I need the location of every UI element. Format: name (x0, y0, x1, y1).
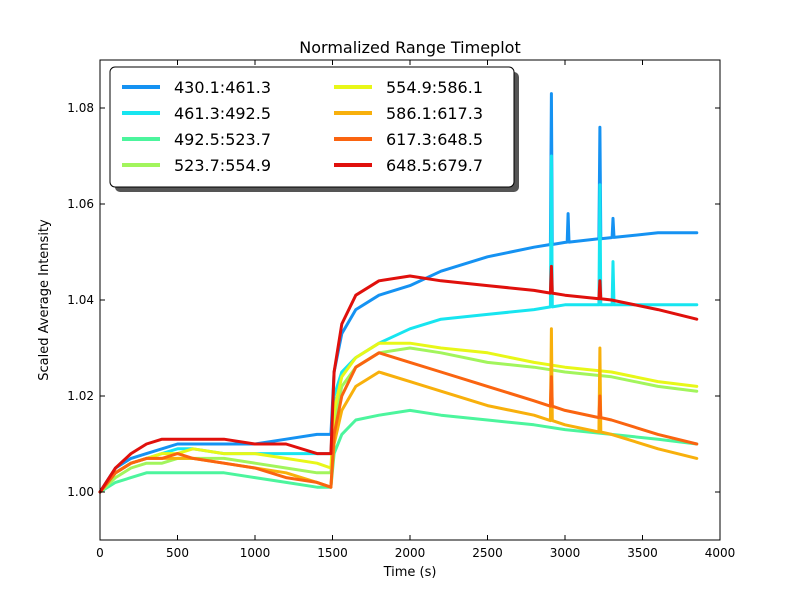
x-axis-label: Time (s) (383, 565, 437, 580)
legend-label: 648.5:679.7 (386, 156, 483, 175)
chart-title: Normalized Range Timeplot (299, 38, 520, 57)
legend-label: 430.1:461.3 (174, 78, 271, 97)
legend-box (109, 66, 515, 188)
legend-items: 430.1:461.3 461.3:492.5 492.5:523.7 523.7:5… (122, 78, 483, 175)
y-axis-label: Scaled Average Intensity (37, 219, 52, 381)
x-tick-label: 1000 (240, 546, 271, 560)
legend-label: 554.9:586.1 (386, 78, 483, 97)
x-tick-label: 0 (96, 546, 104, 560)
series-line-2 (98, 154, 699, 494)
y-tick-label: 1.08 (67, 101, 94, 115)
legend-label: 523.7:554.9 (174, 156, 271, 175)
y-tick-label: 1.02 (67, 389, 94, 403)
legend-label: 617.3:648.5 (386, 130, 483, 149)
y-tick-label: 1.06 (67, 197, 94, 211)
x-tick-label: 4000 (705, 546, 736, 560)
x-tick-label: 2500 (472, 546, 503, 560)
legend-label: 461.3:492.5 (174, 104, 271, 123)
legend-label: 586.1:617.3 (386, 104, 483, 123)
series-line-1 (98, 92, 699, 494)
x-tick-label: 1500 (317, 546, 348, 560)
x-tick-label: 2000 (395, 546, 426, 560)
legend-label: 492.5:523.7 (174, 130, 271, 149)
series-layer (98, 92, 699, 494)
series-line-7 (98, 351, 699, 494)
x-tick-label: 3500 (627, 546, 658, 560)
series-line-8 (98, 264, 699, 494)
axis-layer: 0 500 1000 1500 2000 2500 3000 3500 4000 1.00 1.02… (67, 60, 735, 560)
legend: 430.1:461.3 461.3:492.5 492.5:523.7 523.7:5… (109, 66, 519, 192)
x-tick-label: 3000 (550, 546, 581, 560)
x-tick-label: 500 (166, 546, 189, 560)
y-tick-label: 1.04 (67, 293, 94, 307)
y-tick-label: 1.00 (67, 485, 94, 499)
